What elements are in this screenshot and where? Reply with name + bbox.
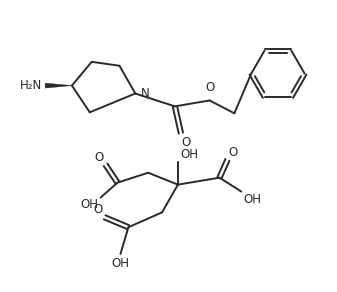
Text: OH: OH xyxy=(243,192,261,206)
Text: OH: OH xyxy=(112,257,129,270)
Text: OH: OH xyxy=(81,199,99,211)
Text: O: O xyxy=(228,146,238,159)
Text: O: O xyxy=(205,81,214,95)
Text: O: O xyxy=(182,136,191,149)
Text: O: O xyxy=(93,203,103,216)
Text: OH: OH xyxy=(180,148,198,161)
Polygon shape xyxy=(45,83,72,88)
Text: N: N xyxy=(141,87,150,100)
Text: H₂N: H₂N xyxy=(20,79,42,92)
Text: O: O xyxy=(94,151,103,164)
